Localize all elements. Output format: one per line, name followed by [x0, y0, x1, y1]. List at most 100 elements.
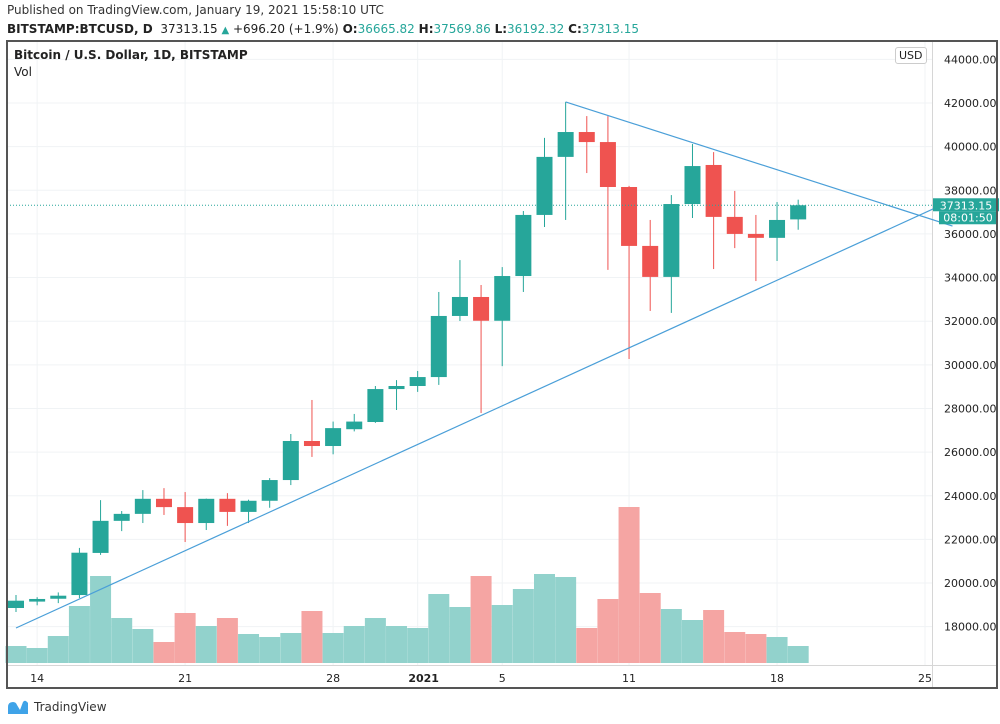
candle: [155, 488, 172, 515]
candle-body: [769, 219, 786, 238]
candle-body: [325, 428, 342, 447]
volume-bar: [153, 642, 175, 663]
low-label: L:: [494, 22, 508, 36]
volume-bar: [301, 611, 323, 663]
x-tick-label: 11: [622, 672, 636, 685]
candle-body: [515, 214, 532, 277]
volume-bar: [216, 618, 238, 663]
currency-button[interactable]: USD: [895, 47, 927, 64]
volume-bar: [111, 618, 133, 663]
candle-body: [705, 164, 722, 217]
y-tick-label: 38000.00: [944, 184, 997, 197]
y-tick-label: 26000.00: [944, 446, 997, 459]
candle-body: [430, 315, 447, 378]
y-tick-label: 20000.00: [944, 577, 997, 590]
volume-bar: [5, 646, 27, 663]
open-value: 36665.82: [357, 22, 415, 36]
candle-body: [578, 132, 595, 143]
candle-body: [536, 156, 553, 215]
volume-bar: [766, 637, 788, 663]
candle-body: [557, 132, 574, 157]
candle-body: [282, 440, 299, 481]
candle: [536, 137, 553, 227]
candle: [367, 386, 384, 423]
candle-body: [346, 421, 363, 430]
candle: [599, 116, 616, 270]
candle-body: [50, 595, 67, 599]
candle: [198, 498, 215, 531]
volume-bar: [68, 606, 90, 663]
y-tick-label: 32000.00: [944, 315, 997, 328]
y-tick-label: 40000.00: [944, 141, 997, 154]
candle-body: [409, 377, 426, 387]
candle-body: [663, 204, 680, 277]
y-tick-label: 22000.00: [944, 533, 997, 546]
volume-bar: [238, 634, 260, 663]
price-tag-bg: [933, 198, 999, 212]
candle-body: [726, 216, 743, 234]
x-tick-label: 21: [178, 672, 192, 685]
y-tick-label: 28000.00: [944, 402, 997, 415]
candle-body: [134, 498, 151, 514]
candle-body: [642, 245, 659, 277]
volume-bar: [576, 628, 598, 663]
volume-bar: [364, 618, 386, 663]
volume-bar: [534, 574, 555, 663]
price-tag: 37313.15: [940, 199, 993, 212]
volume-label: Vol: [14, 65, 32, 79]
volume-bar: [470, 576, 492, 663]
volume-bar: [407, 628, 429, 663]
volume-bar: [555, 577, 577, 663]
candle: [282, 434, 299, 486]
candle-body: [261, 480, 278, 501]
x-tick-label: 14: [30, 672, 44, 685]
y-tick-label: 34000.00: [944, 272, 997, 285]
candle: [747, 214, 764, 282]
candle: [409, 370, 426, 392]
y-tick-label: 44000.00: [944, 53, 997, 66]
candle: [621, 185, 638, 359]
y-tick-label: 24000.00: [944, 490, 997, 503]
volume-bar: [703, 610, 725, 663]
candle-body: [240, 500, 257, 512]
volume-bar: [280, 633, 302, 663]
candle: [515, 211, 532, 292]
candle-body: [684, 166, 701, 205]
candle: [92, 500, 109, 555]
countdown-tag-bg: [939, 211, 997, 225]
published-note: Published on TradingView.com, January 19…: [7, 3, 384, 17]
candle: [494, 267, 511, 367]
high-value: 37569.86: [433, 22, 491, 36]
trendline: [15, 199, 953, 629]
symbol-legend: BITSTAMP:BTCUSD, D 37313.15 ▲ +696.20 (+…: [7, 22, 639, 36]
candle-body: [8, 600, 24, 609]
volume-bar: [787, 646, 809, 663]
candle: [790, 199, 807, 230]
candle-body: [198, 498, 215, 524]
volume-bar: [26, 648, 48, 663]
candle-body: [303, 440, 320, 447]
volume-bar: [428, 594, 450, 663]
candle-body: [473, 296, 490, 321]
volume-bar: [491, 605, 513, 663]
candle: [642, 219, 659, 311]
candle-body: [155, 498, 172, 508]
volume-bar: [512, 589, 534, 663]
trendline: [565, 101, 953, 227]
candle: [134, 490, 151, 524]
tradingview-logo[interactable]: TradingView: [6, 698, 107, 716]
open-label: O:: [342, 22, 358, 36]
candle: [663, 195, 680, 313]
candle: [388, 380, 405, 411]
candle: [303, 399, 320, 457]
candle: [684, 144, 701, 218]
candle: [473, 284, 490, 414]
candle-body: [177, 507, 194, 524]
y-tick-label: 30000.00: [944, 359, 997, 372]
chart-frame: [6, 40, 998, 689]
tradingview-logo-icon: [8, 700, 28, 714]
candle: [29, 597, 46, 606]
close-value: 37313.15: [581, 22, 640, 36]
volume-bar: [660, 609, 682, 663]
